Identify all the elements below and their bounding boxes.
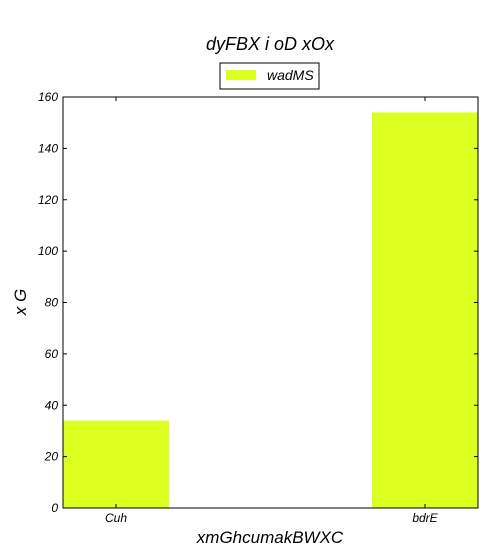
x-tick-label: bdrE [412, 511, 438, 525]
y-tick-label: 160 [38, 90, 58, 104]
bar-bdre [372, 112, 478, 508]
y-tick-label: 100 [38, 244, 58, 258]
y-tick-label: 40 [45, 398, 59, 412]
plot-frame [62, 96, 479, 509]
y-tick-label: 20 [44, 450, 59, 464]
x-tick-label: Cuh [105, 511, 127, 525]
legend-label: wadMS [267, 67, 314, 83]
y-tick-label: 60 [45, 347, 59, 361]
legend: wadMS [219, 62, 320, 90]
y-tick-label: 0 [51, 501, 58, 515]
x-axis-label: xmGhcumakBWXC [196, 528, 344, 547]
chart-title: dyFBX i oD xOx [206, 34, 335, 54]
legend-swatch [226, 70, 256, 80]
y-tick-label: 140 [38, 141, 58, 155]
plot-area: Cuh bdrE 0 20 40 60 80 100 120 140 160 [38, 90, 479, 525]
y-tick-label: 120 [38, 193, 58, 207]
y-axis-label: x G [11, 289, 30, 316]
y-tick-label: 80 [45, 296, 59, 310]
bar-cuh [63, 420, 169, 508]
